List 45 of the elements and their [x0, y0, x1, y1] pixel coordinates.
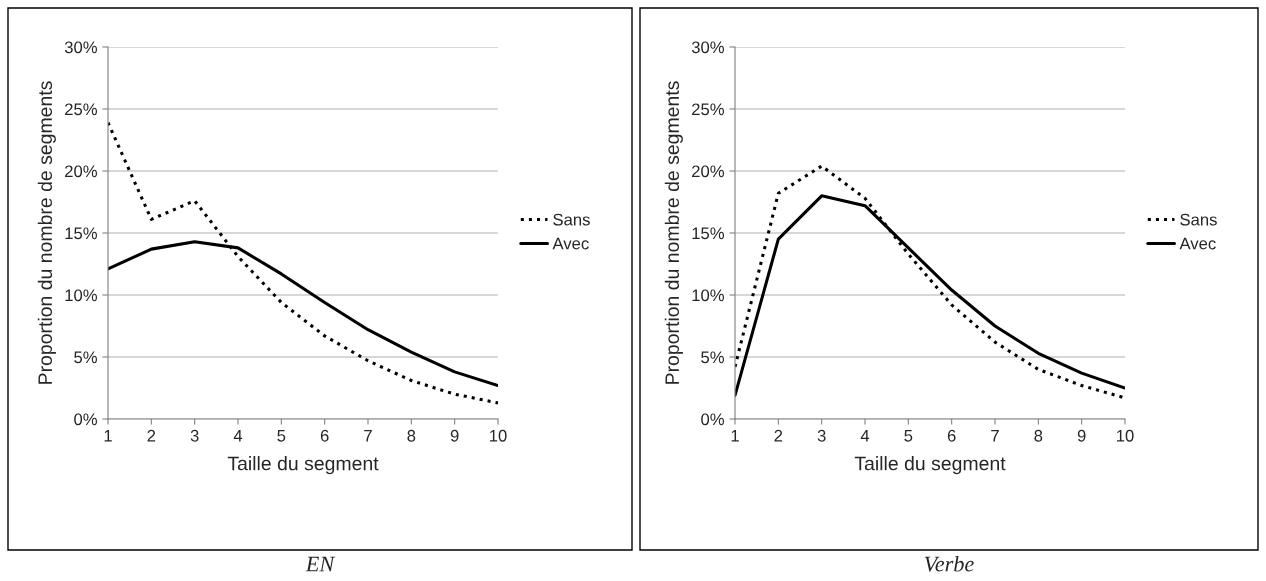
x-axis-title: Taille du segment — [227, 456, 379, 475]
y-tick-label: 25% — [692, 103, 724, 116]
line-series — [108, 121, 498, 405]
y-tick-label: 30% — [64, 41, 97, 54]
x-tick-label: 6 — [320, 429, 329, 442]
y-tick-label: 20% — [692, 165, 724, 178]
y-tick-label: 5% — [701, 351, 724, 364]
y-tick-label: 15% — [65, 227, 97, 240]
y-tick-label: 0% — [74, 413, 97, 426]
text: EN — [305, 556, 336, 572]
x-tick-label: 4 — [233, 430, 243, 442]
y-tick-label: 0% — [701, 413, 724, 426]
x-tick-label: 8 — [1034, 429, 1043, 442]
x-tick-label: 10 — [490, 429, 507, 442]
x-axis-title: Taille du segment — [854, 456, 1006, 475]
x-tick-label: 4 — [860, 430, 870, 442]
x-tick-label: 7 — [364, 430, 372, 442]
legend-label: Avec — [1179, 237, 1216, 250]
y-tick-label: 5% — [74, 351, 97, 364]
x-tick-label: 3 — [190, 429, 199, 442]
legend-label: Sans — [553, 213, 590, 226]
x-tick-label: 1 — [731, 430, 739, 442]
y-tick-label: 30% — [691, 41, 724, 54]
x-tick-label: 2 — [147, 429, 156, 442]
x-tick-label: 6 — [947, 429, 956, 442]
legend-label: Sans — [1180, 213, 1217, 226]
x-tick-label: 3 — [817, 429, 826, 442]
x-tick-label: 9 — [450, 429, 459, 442]
x-tick-label: 9 — [1077, 429, 1086, 442]
legend-label: Avec — [552, 237, 589, 250]
y-tick-label: 10% — [692, 289, 724, 302]
y-tick-label: 20% — [65, 165, 97, 178]
y-axis-title: Proportion du nombre de segments — [664, 81, 683, 384]
y-axis-title: Proportion du nombre de segments — [37, 81, 56, 384]
x-tick-label: 5 — [904, 430, 913, 442]
x-tick-label: 8 — [407, 429, 416, 442]
x-tick-label: 10 — [1117, 429, 1134, 442]
y-tick-label: 25% — [65, 103, 97, 116]
x-tick-label: 7 — [991, 430, 999, 442]
y-tick-label: 10% — [65, 289, 97, 302]
x-tick-label: 5 — [277, 430, 286, 442]
y-tick-label: 15% — [692, 227, 724, 240]
x-tick-label: 1 — [104, 430, 112, 442]
text: Verbe — [924, 555, 974, 572]
x-tick-label: 2 — [774, 429, 783, 442]
